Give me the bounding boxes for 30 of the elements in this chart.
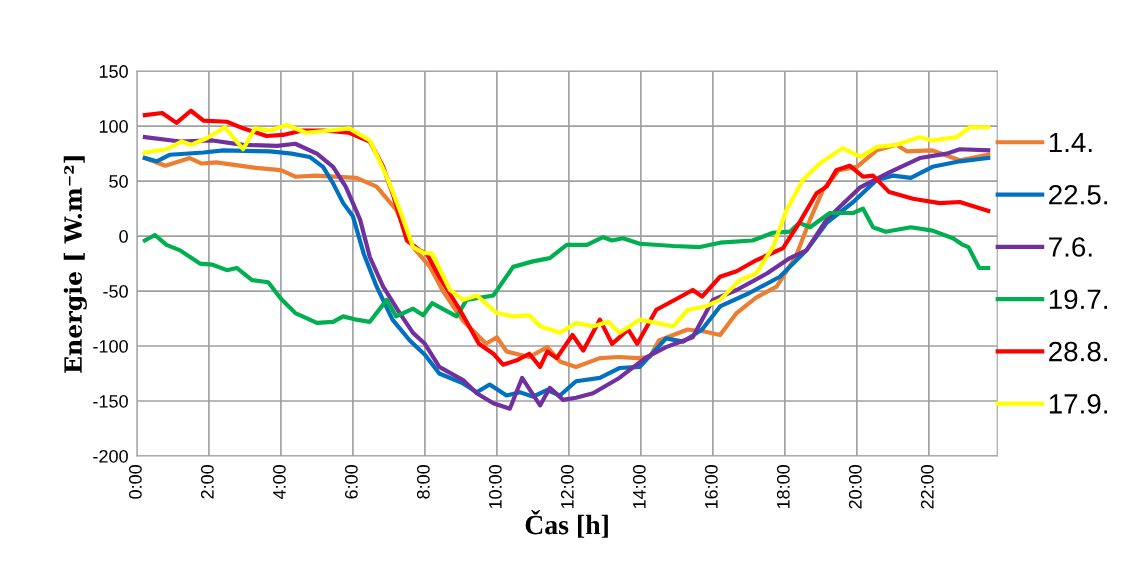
x-tick-label: 6:00 [344,465,358,499]
x-tick-label: 22:00 [920,465,934,509]
x-tick-label: 14:00 [632,465,646,509]
legend-label: 19.7. [1049,289,1107,310]
x-tick-label: 16:00 [704,465,718,509]
x-tick-label: 12:00 [560,465,574,509]
y-tick-label: 150 [99,65,128,78]
x-tick-label: 4:00 [272,465,286,500]
x-tick-label: 18:00 [776,465,790,509]
y-tick-label: -200 [93,449,128,463]
legend-label: 7.6. [1049,237,1092,257]
x-tick-label: 20:00 [848,465,862,509]
y-tick-label: 50 [109,175,128,188]
x-tick-label: 10:00 [488,465,502,509]
legend-label: 28.8. [1049,341,1107,362]
line-series [142,206,991,326]
y-tick-label: -150 [93,394,128,408]
x-tick-label: 2:00 [200,465,214,499]
y-tick-label: 0 [119,230,128,243]
y-tick-label: -100 [93,339,128,353]
y-axis-title: Energie [ W.m⁻²] [63,156,87,373]
y-tick-label: -50 [103,285,128,298]
line-series [142,122,991,335]
x-tick-label: 0:00 [128,465,142,499]
x-tick-label: 8:00 [416,465,430,499]
x-axis-title: Čas [h] [525,510,608,538]
legend-label: 17.9. [1049,394,1107,414]
y-tick-label: 100 [99,120,128,133]
legend-label: 1.4. [1049,132,1092,152]
legend-label: 22.5. [1049,184,1107,205]
